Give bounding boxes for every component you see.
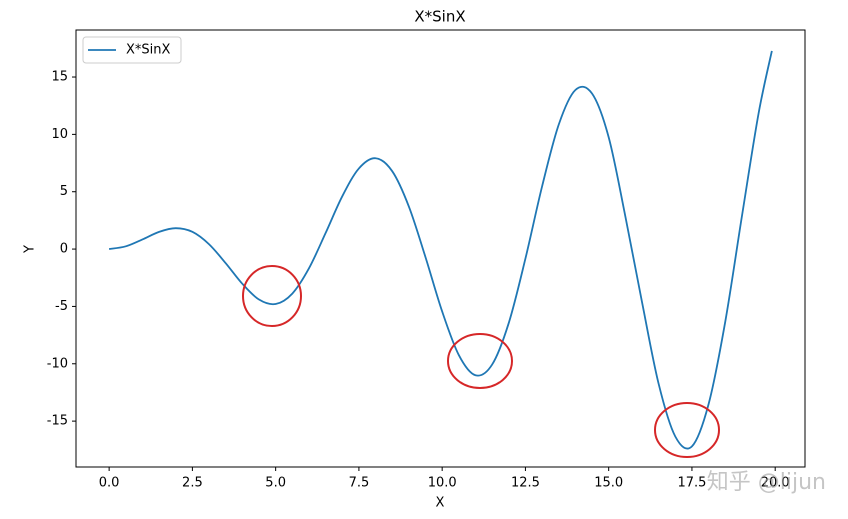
legend-label: X*SinX xyxy=(126,43,171,58)
legend: X*SinX xyxy=(82,36,182,64)
x-tick-label: 0.0 xyxy=(99,476,120,491)
x-tick-label: 10.0 xyxy=(428,476,457,491)
watermark: 知乎 @lijun xyxy=(707,470,826,495)
x-tick-label: 15.0 xyxy=(594,476,623,491)
y-tick-label: 5 xyxy=(60,184,68,199)
x-axis-label: X xyxy=(436,496,445,511)
y-tick-label: -5 xyxy=(55,299,68,314)
chart-title: X*SinX xyxy=(414,8,465,26)
data-line xyxy=(108,50,773,450)
highlight-circle xyxy=(654,402,720,458)
legend-box xyxy=(82,36,182,64)
y-tick-label: -10 xyxy=(47,356,68,371)
x-tick-label: 20.0 xyxy=(761,476,790,491)
x-tick-label: 12.5 xyxy=(511,476,540,491)
x-tick-label: 5.0 xyxy=(265,476,286,491)
x-tick-label: 2.5 xyxy=(182,476,203,491)
y-tick-label: -15 xyxy=(47,414,68,429)
highlight-circle xyxy=(447,333,513,389)
highlight-circle xyxy=(242,265,302,327)
highlight-circles xyxy=(242,265,720,458)
y-tick-label: 15 xyxy=(51,70,68,85)
plot-frame xyxy=(75,29,806,468)
x-tick-label: 17.5 xyxy=(677,476,706,491)
y-tick-label: 0 xyxy=(60,242,68,257)
x-tick-label: 7.5 xyxy=(349,476,370,491)
y-axis-label: Y xyxy=(23,245,38,254)
y-tick-label: 10 xyxy=(51,127,68,142)
